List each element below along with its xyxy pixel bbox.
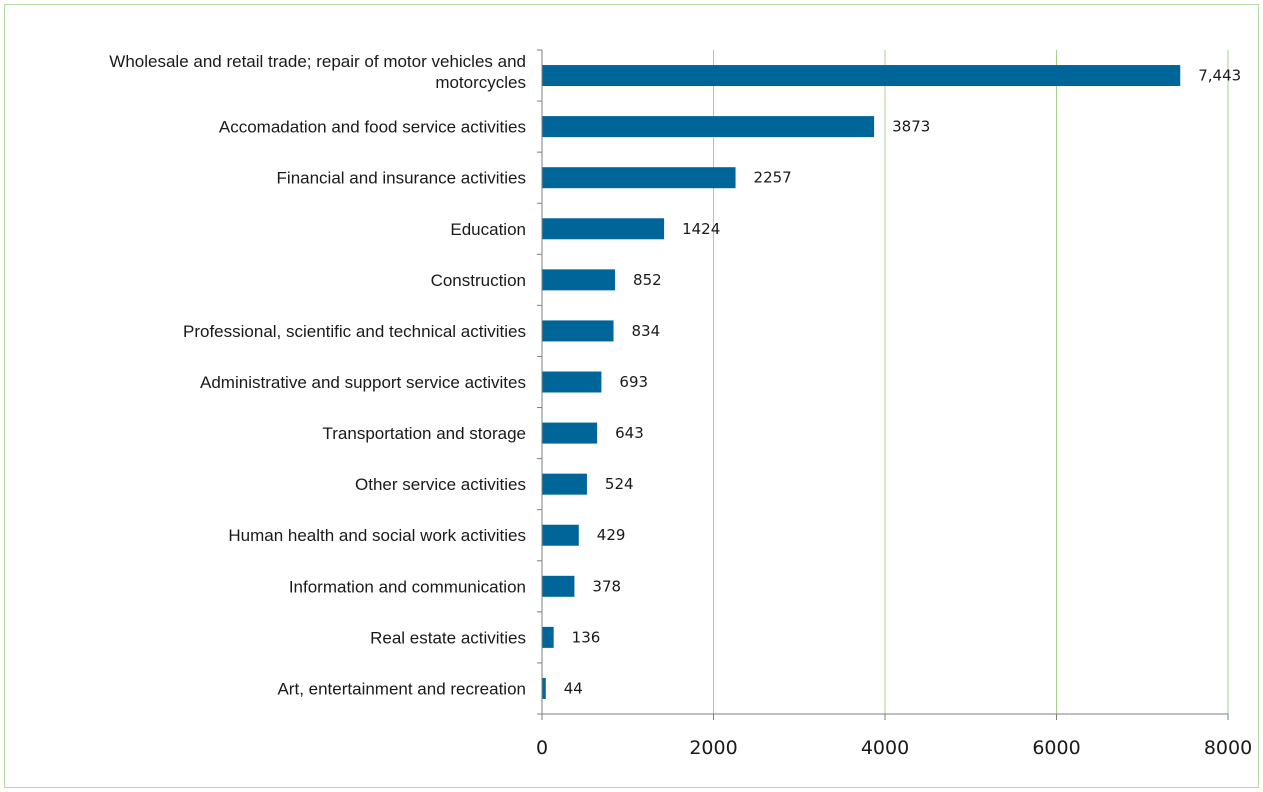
labels: 7,443 Wholesale and retail trade; repair … <box>109 52 1252 759</box>
category-label-line: Wholesale and retail trade; repair of mo… <box>109 52 526 71</box>
bar-4 <box>542 218 665 240</box>
x-tick-label-4000: 4000 <box>861 737 909 759</box>
category-label-1: Wholesale and retail trade; repair of mo… <box>109 52 526 92</box>
value-label-9: 524 <box>605 475 634 493</box>
value-label-5: 852 <box>633 271 662 289</box>
category-label-line: Professional, scientific and technical a… <box>183 322 526 341</box>
value-label-10: 429 <box>597 526 626 544</box>
axes <box>537 49 1229 720</box>
category-label-6: Professional, scientific and technical a… <box>183 322 526 341</box>
category-label-line: Education <box>450 220 526 239</box>
bar-13 <box>542 677 546 699</box>
bar-11 <box>542 575 575 597</box>
bar-7 <box>542 371 602 393</box>
category-label-line: Construction <box>431 271 526 290</box>
category-label-5: Construction <box>431 271 526 290</box>
category-label-3: Financial and insurance activities <box>277 169 526 188</box>
category-label-2: Accomadation and food service activities <box>219 118 526 137</box>
bar-10 <box>542 524 579 546</box>
category-label-line: Human health and social work activities <box>228 526 526 545</box>
value-label-13: 44 <box>564 679 583 697</box>
bar-6 <box>542 320 614 342</box>
x-tick-label-6000: 6000 <box>1032 737 1080 759</box>
category-label-line: Administrative and support service activ… <box>200 373 526 392</box>
x-tick-label-0: 0 <box>536 737 548 759</box>
category-label-11: Information and communication <box>289 577 526 596</box>
category-label-line: Financial and insurance activities <box>277 169 526 188</box>
value-label-11: 378 <box>592 577 621 595</box>
chart-frame: 7,443 Wholesale and retail trade; repair … <box>4 4 1259 788</box>
category-label-line: Information and communication <box>289 577 526 596</box>
value-label-2: 3873 <box>892 118 930 136</box>
bar-1 <box>542 65 1181 87</box>
bar-9 <box>542 473 587 495</box>
value-label-4: 1424 <box>682 220 720 238</box>
bar-5 <box>542 269 616 291</box>
x-tick-label-8000: 8000 <box>1204 737 1252 759</box>
category-label-4: Education <box>450 220 526 239</box>
category-label-line: Accomadation and food service activities <box>219 118 526 137</box>
category-label-line: motorcycles <box>435 73 526 92</box>
category-label-7: Administrative and support service activ… <box>200 373 526 392</box>
category-label-13: Art, entertainment and recreation <box>277 679 526 698</box>
category-label-9: Other service activities <box>355 475 526 494</box>
bar-2 <box>542 116 875 138</box>
value-label-3: 2257 <box>754 169 792 187</box>
category-label-12: Real estate activities <box>370 628 526 647</box>
category-label-8: Transportation and storage <box>323 424 527 443</box>
category-label-line: Real estate activities <box>370 628 526 647</box>
bar-12 <box>542 626 554 648</box>
gridlines <box>713 50 1229 714</box>
category-label-line: Other service activities <box>355 475 526 494</box>
value-label-6: 834 <box>632 322 661 340</box>
bars <box>542 65 1181 699</box>
value-label-1: 7,443 <box>1198 67 1241 85</box>
value-label-7: 693 <box>619 373 648 391</box>
bar-8 <box>542 422 598 444</box>
bar-3 <box>542 167 736 189</box>
value-label-12: 136 <box>572 628 601 646</box>
category-label-line: Art, entertainment and recreation <box>277 679 526 698</box>
horizontal-bar-chart: 7,443 Wholesale and retail trade; repair … <box>109 49 1252 759</box>
category-label-10: Human health and social work activities <box>228 526 526 545</box>
value-label-8: 643 <box>615 424 644 442</box>
category-label-line: Transportation and storage <box>323 424 527 443</box>
x-tick-label-2000: 2000 <box>689 737 737 759</box>
